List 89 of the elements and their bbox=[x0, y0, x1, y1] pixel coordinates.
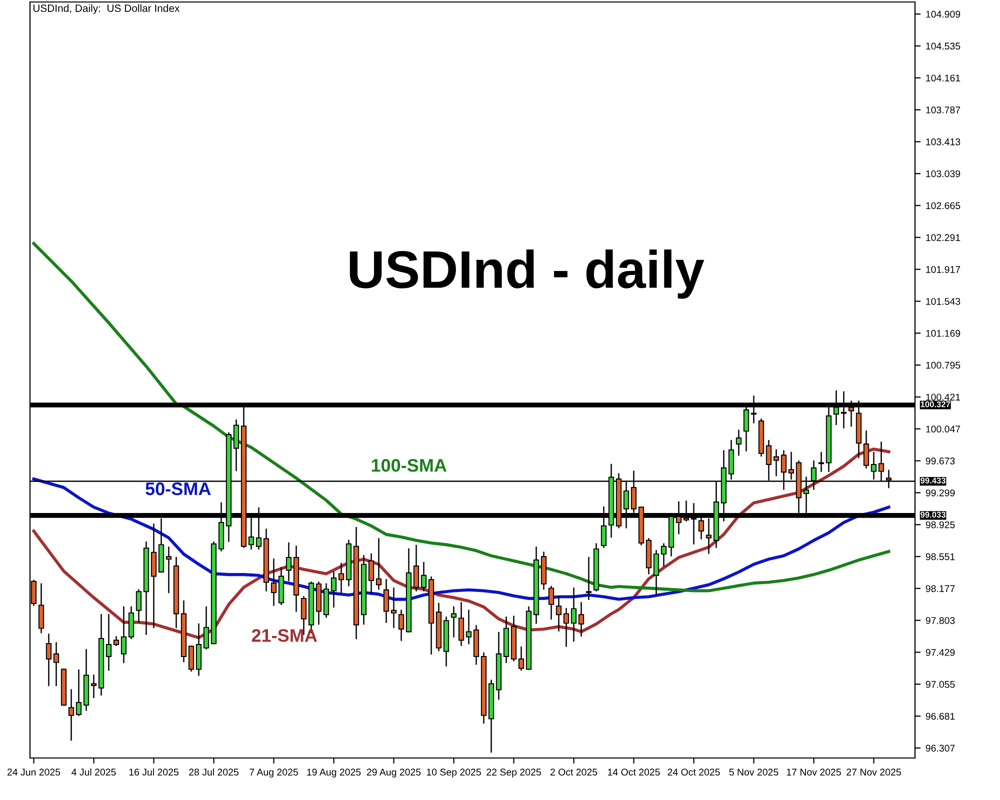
text: 100-SMA bbox=[372, 459, 447, 472]
candlestick bbox=[128, 606, 134, 640]
candlestick bbox=[660, 543, 667, 567]
candlestick bbox=[653, 550, 660, 595]
y-tick-label: 97.055 bbox=[926, 680, 955, 688]
y-tick-label: 103.039 bbox=[926, 170, 960, 178]
y-tick-label: 97.429 bbox=[926, 649, 955, 656]
candlestick bbox=[578, 602, 584, 637]
x-tick-label: 7 Aug 2025 bbox=[250, 768, 298, 778]
candlestick bbox=[736, 430, 742, 456]
y-tick-label: 103.787 bbox=[926, 106, 960, 114]
y-tick-label: 103.413 bbox=[926, 138, 960, 146]
candlestick bbox=[398, 610, 404, 641]
x-tick-label: 14 Oct 2025 bbox=[608, 768, 660, 776]
y-tick-label: 98.551 bbox=[926, 553, 955, 560]
ref-line-label: 99.433 bbox=[920, 478, 946, 484]
chart-subtitle: USDInd, Daily: US Dollar Index bbox=[33, 4, 180, 14]
candlestick bbox=[38, 583, 44, 634]
y-tick-label: 104.535 bbox=[926, 42, 960, 50]
candlestick bbox=[563, 608, 570, 647]
x-tick-label: 24 Jun 2025 bbox=[7, 768, 60, 776]
candlestick bbox=[106, 614, 112, 671]
candlestick bbox=[420, 562, 427, 592]
candlestick bbox=[286, 542, 292, 582]
y-tick-label: 104.161 bbox=[926, 74, 960, 82]
line-series bbox=[32, 242, 890, 592]
candlestick bbox=[270, 558, 277, 606]
candlestick bbox=[376, 538, 382, 590]
candlestick bbox=[863, 430, 870, 469]
candlestick bbox=[368, 553, 374, 595]
y-tick-label: 100.795 bbox=[926, 362, 960, 369]
candlestick bbox=[383, 579, 390, 623]
candlestick bbox=[188, 646, 194, 672]
candlestick bbox=[330, 571, 337, 608]
y-tick-label: 98.925 bbox=[926, 521, 955, 528]
x-tick-label: 5 Nov 2025 bbox=[729, 768, 778, 776]
candlestick bbox=[450, 606, 457, 638]
x-tick-label: 27 Nov 2025 bbox=[846, 768, 901, 776]
y-tick-label: 100.421 bbox=[926, 394, 960, 401]
x-tick-label: 10 Sep 2025 bbox=[426, 768, 481, 778]
y-tick-label: 102.291 bbox=[926, 234, 960, 242]
candlestick bbox=[136, 589, 142, 623]
ref-line-label: 99.033 bbox=[920, 512, 946, 518]
x-tick-label: 19 Aug 2025 bbox=[307, 768, 361, 778]
candlestick bbox=[338, 562, 344, 595]
candlestick bbox=[390, 588, 397, 628]
candlestick bbox=[458, 602, 464, 646]
y-tick-label: 99.299 bbox=[926, 489, 955, 496]
y-tick-label: 96.307 bbox=[926, 744, 955, 752]
ref-line-label: 100.327 bbox=[920, 401, 950, 408]
candlestick bbox=[570, 588, 577, 642]
candlestick bbox=[166, 546, 172, 594]
x-tick-label: 24 Oct 2025 bbox=[668, 768, 720, 776]
y-tick-label: 100.047 bbox=[926, 426, 960, 433]
text: USDInd - daily bbox=[350, 250, 704, 299]
candlestick bbox=[76, 669, 82, 716]
y-tick-label: 99.673 bbox=[926, 458, 955, 464]
candlestick bbox=[518, 646, 524, 671]
y-tick-label: 101.169 bbox=[926, 330, 960, 337]
series-label: 21-SMA bbox=[252, 629, 317, 642]
candlestick bbox=[586, 556, 592, 600]
y-tick-label: 101.543 bbox=[926, 298, 960, 305]
x-tick-label: 4 Jul 2025 bbox=[72, 768, 116, 776]
x-tick-label: 2 Oct 2025 bbox=[550, 768, 598, 776]
candlestick bbox=[413, 544, 420, 592]
candlestick bbox=[466, 610, 472, 644]
candlestick bbox=[773, 449, 780, 476]
y-tick-label: 101.917 bbox=[926, 266, 960, 273]
y-tick-label: 98.177 bbox=[926, 585, 955, 592]
candlestick bbox=[53, 642, 60, 686]
candlestick bbox=[203, 606, 210, 650]
candlestick bbox=[548, 586, 554, 620]
candlestick bbox=[46, 634, 52, 686]
candlestick bbox=[150, 524, 157, 628]
x-tick-label: 28 Jul 2025 bbox=[189, 768, 238, 776]
series-label: 50-SMA bbox=[146, 482, 211, 496]
x-tick-label: 22 Sep 2025 bbox=[486, 768, 541, 778]
candlestick bbox=[233, 419, 240, 472]
candlestick bbox=[556, 596, 562, 632]
candlestick bbox=[120, 606, 127, 664]
candlestick bbox=[90, 674, 97, 698]
x-tick-label: 16 Jul 2025 bbox=[129, 768, 178, 776]
y-tick-label: 104.909 bbox=[926, 10, 960, 18]
y-tick-label: 96.681 bbox=[926, 712, 955, 720]
y-tick-label: 97.803 bbox=[926, 617, 955, 624]
x-tick-label: 17 Nov 2025 bbox=[786, 768, 841, 776]
x-tick-label: 29 Aug 2025 bbox=[366, 768, 421, 778]
y-tick-label: 102.665 bbox=[926, 202, 960, 210]
candlestick bbox=[68, 689, 74, 741]
